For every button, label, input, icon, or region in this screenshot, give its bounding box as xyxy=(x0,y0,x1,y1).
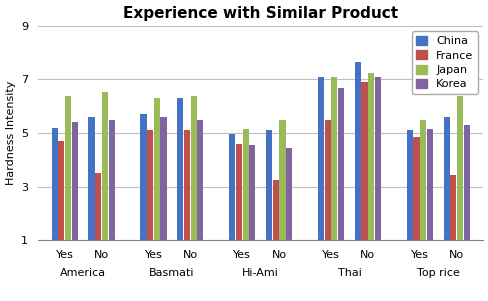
Legend: China, France, Japan, Korea: China, France, Japan, Korea xyxy=(411,31,477,94)
Y-axis label: Hardness Intensity: Hardness Intensity xyxy=(5,81,16,185)
Bar xyxy=(190,95,196,240)
Title: Experience with Similar Product: Experience with Similar Product xyxy=(123,5,397,20)
Bar xyxy=(367,73,373,240)
Bar xyxy=(406,130,412,240)
Text: Hi-Ami: Hi-Ami xyxy=(242,268,279,278)
Bar xyxy=(265,130,272,240)
Bar xyxy=(317,77,324,240)
Bar xyxy=(235,144,242,240)
Bar xyxy=(102,92,108,240)
Bar xyxy=(331,77,337,240)
Bar xyxy=(324,120,330,240)
Bar xyxy=(419,120,426,240)
Bar xyxy=(443,117,449,240)
Bar xyxy=(65,95,71,240)
Bar xyxy=(177,98,183,240)
Text: Basmati: Basmati xyxy=(149,268,194,278)
Bar xyxy=(229,135,235,240)
Bar xyxy=(72,123,78,240)
Bar xyxy=(58,141,64,240)
Bar xyxy=(279,120,285,240)
Bar xyxy=(456,95,462,240)
Bar xyxy=(197,120,203,240)
Bar xyxy=(108,120,115,240)
Bar xyxy=(412,137,419,240)
Text: Thai: Thai xyxy=(337,268,361,278)
Bar xyxy=(95,173,101,240)
Bar xyxy=(272,180,278,240)
Bar xyxy=(426,129,432,240)
Bar xyxy=(337,88,344,240)
Bar xyxy=(88,117,95,240)
Bar xyxy=(242,129,248,240)
Bar xyxy=(140,114,146,240)
Bar xyxy=(463,125,469,240)
Bar xyxy=(183,130,190,240)
Bar xyxy=(160,117,166,240)
Bar xyxy=(249,145,255,240)
Bar xyxy=(153,98,160,240)
Bar xyxy=(449,175,455,240)
Bar xyxy=(374,77,380,240)
Bar xyxy=(285,148,292,240)
Bar xyxy=(354,62,360,240)
Bar xyxy=(52,128,58,240)
Bar xyxy=(361,82,367,240)
Text: America: America xyxy=(60,268,106,278)
Text: Top rice: Top rice xyxy=(416,268,459,278)
Bar xyxy=(147,130,153,240)
